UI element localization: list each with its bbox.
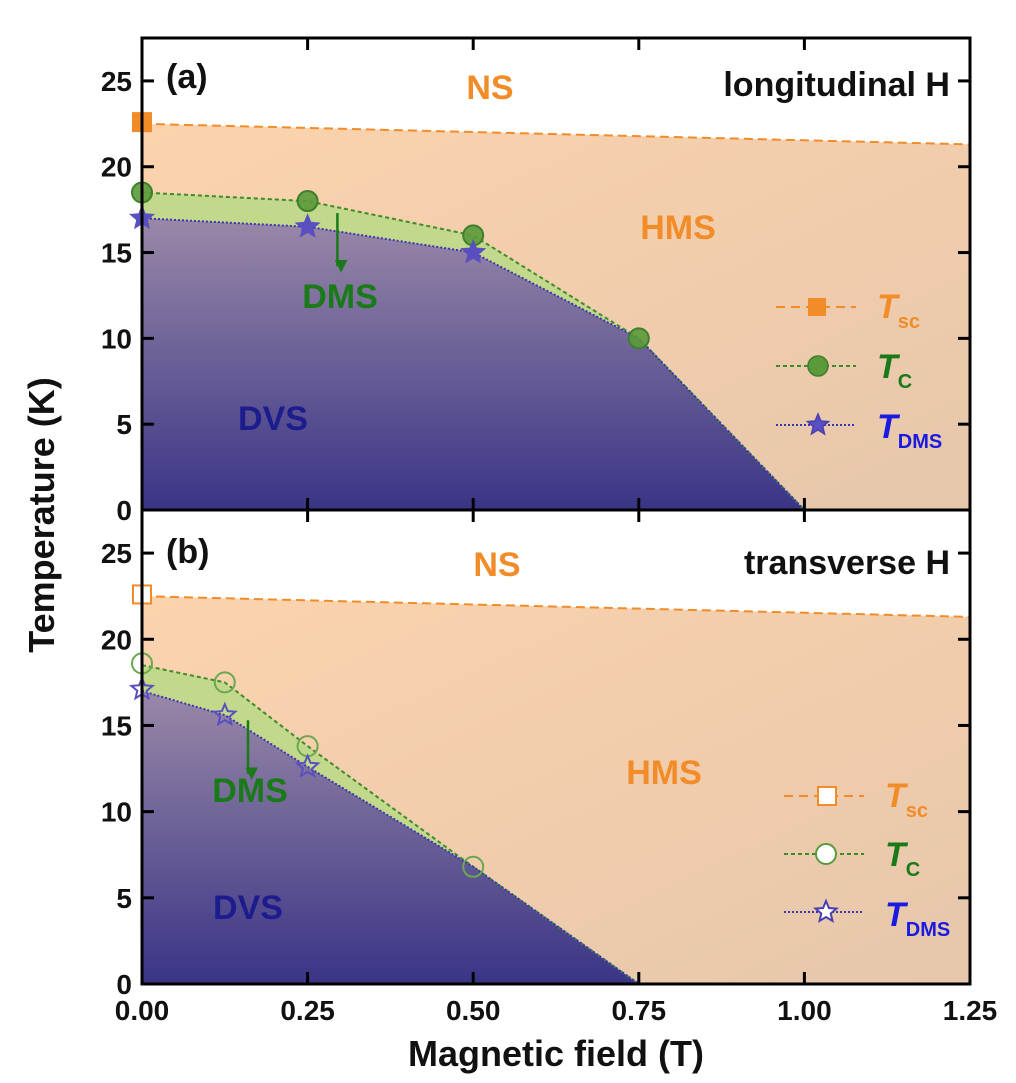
panel-a-tdms-point-2 [460,238,487,264]
panel-b-legend: Tsc TC TDMS [784,777,950,941]
panel-a-tsc-line [141,122,971,146]
panel-a-legend: Tsc TC TDMS [776,288,942,453]
panel-b-xtick-label-0: 0.00 [115,995,170,1026]
panel-a-ytick-label-1: 5 [116,409,132,440]
panel-a-ytick-label-3: 15 [101,238,132,269]
y-axis-label: Temperature (K) [21,377,62,652]
panel-a-ytick-label-2: 10 [101,323,132,354]
panel-a-title: longitudinal H [723,66,950,104]
panel-b-legend-tc-marker [815,843,837,865]
panel-a-ytick-label-4: 20 [101,152,132,183]
panel-a-ytick-label-5: 25 [101,66,132,97]
panel-a-tc-point-1 [296,190,319,213]
panel-b-title: transverse H [744,544,950,582]
panel-b-legend-tdms-marker [812,898,840,923]
panel-b-ytick-label-5: 25 [101,538,132,569]
x-axis-label: Magnetic field (T) [408,1033,704,1074]
panel-a-tc-line [141,191,806,511]
panel-b-tc-line [141,664,640,985]
panel-b-xtick-label-3: 0.75 [612,995,667,1026]
panel-a-label: (a) [166,58,208,96]
panel-b-ytick-label-3: 15 [101,710,132,741]
panel-b: (b) transverse H NS HMS DMS DVS Tsc TC T… [128,508,972,986]
panel-b-legend-tdms-label: TDMS [885,896,950,941]
panel-b-tdms-point-2 [294,753,321,778]
panel-a-legend-tsc-label: Tsc [877,288,920,333]
panel-a-hms-label: HMS [640,209,716,247]
panel-a-legend-tdms-label: TDMS [877,408,942,453]
panel-b-xtick-label-5: 1.25 [943,995,998,1026]
panel-b-tsc-line [141,595,971,618]
panel-b-legend-tsc-marker [817,786,837,806]
panel-b-hms-label: HMS [626,754,702,792]
panel-a-tdms-point-1 [294,213,321,238]
panel-b-ticks [140,510,972,986]
panel-a-dvs-label: DVS [238,400,308,438]
panel-a-legend-tsc-marker [808,298,826,316]
panel-b-dvs-label: DVS [213,889,283,927]
panel-b-tdms-line [141,690,640,985]
panel-b-ytick-label-2: 10 [101,797,132,828]
panel-b-ytick-label-1: 5 [116,883,132,914]
panel-a-dvs-region [142,218,805,510]
tick-labels: 0 5 10 15 20 25 0 5 10 15 20 25 0.00 0.25 0.50 0.75 1.00… [101,66,997,1026]
panel-b-ytick-label-4: 20 [101,624,132,655]
panel-b-xtick-label-4: 1.00 [777,995,832,1026]
panel-b-tc-point-1 [213,671,236,694]
panel-a-legend-tdms-marker [805,412,831,436]
panel-b-xtick-label-1: 0.25 [280,995,335,1026]
panel-b-ns-label: NS [473,546,520,584]
panel-b-legend-tc-label: TC [885,836,920,881]
panel-b-xtick-label-2: 0.50 [446,995,501,1026]
panel-b-dvs-region [142,691,639,984]
panel-b-ytick-label-0: 0 [116,969,132,1000]
panel-b-dms-label: DMS [212,772,288,810]
panel-a: (a) longitudinal H NS HMS DMS DVS Tsc TC… [128,36,972,512]
panel-a-ns-label: NS [466,69,513,107]
panel-a-dms-label: DMS [302,278,378,316]
panel-b-tc-point-3 [462,855,485,878]
panel-a-legend-tc-marker [807,355,829,377]
panel-a-ytick-label-0: 0 [116,495,132,526]
panel-b-tdms-point-1 [211,701,238,727]
panel-b-label: (b) [166,533,209,571]
panel-b-legend-tsc-label: Tsc [885,777,928,822]
panel-a-tc-point-3 [627,327,650,350]
panel-a-legend-tc-label: TC [877,348,912,393]
panel-b-frame [140,508,972,986]
